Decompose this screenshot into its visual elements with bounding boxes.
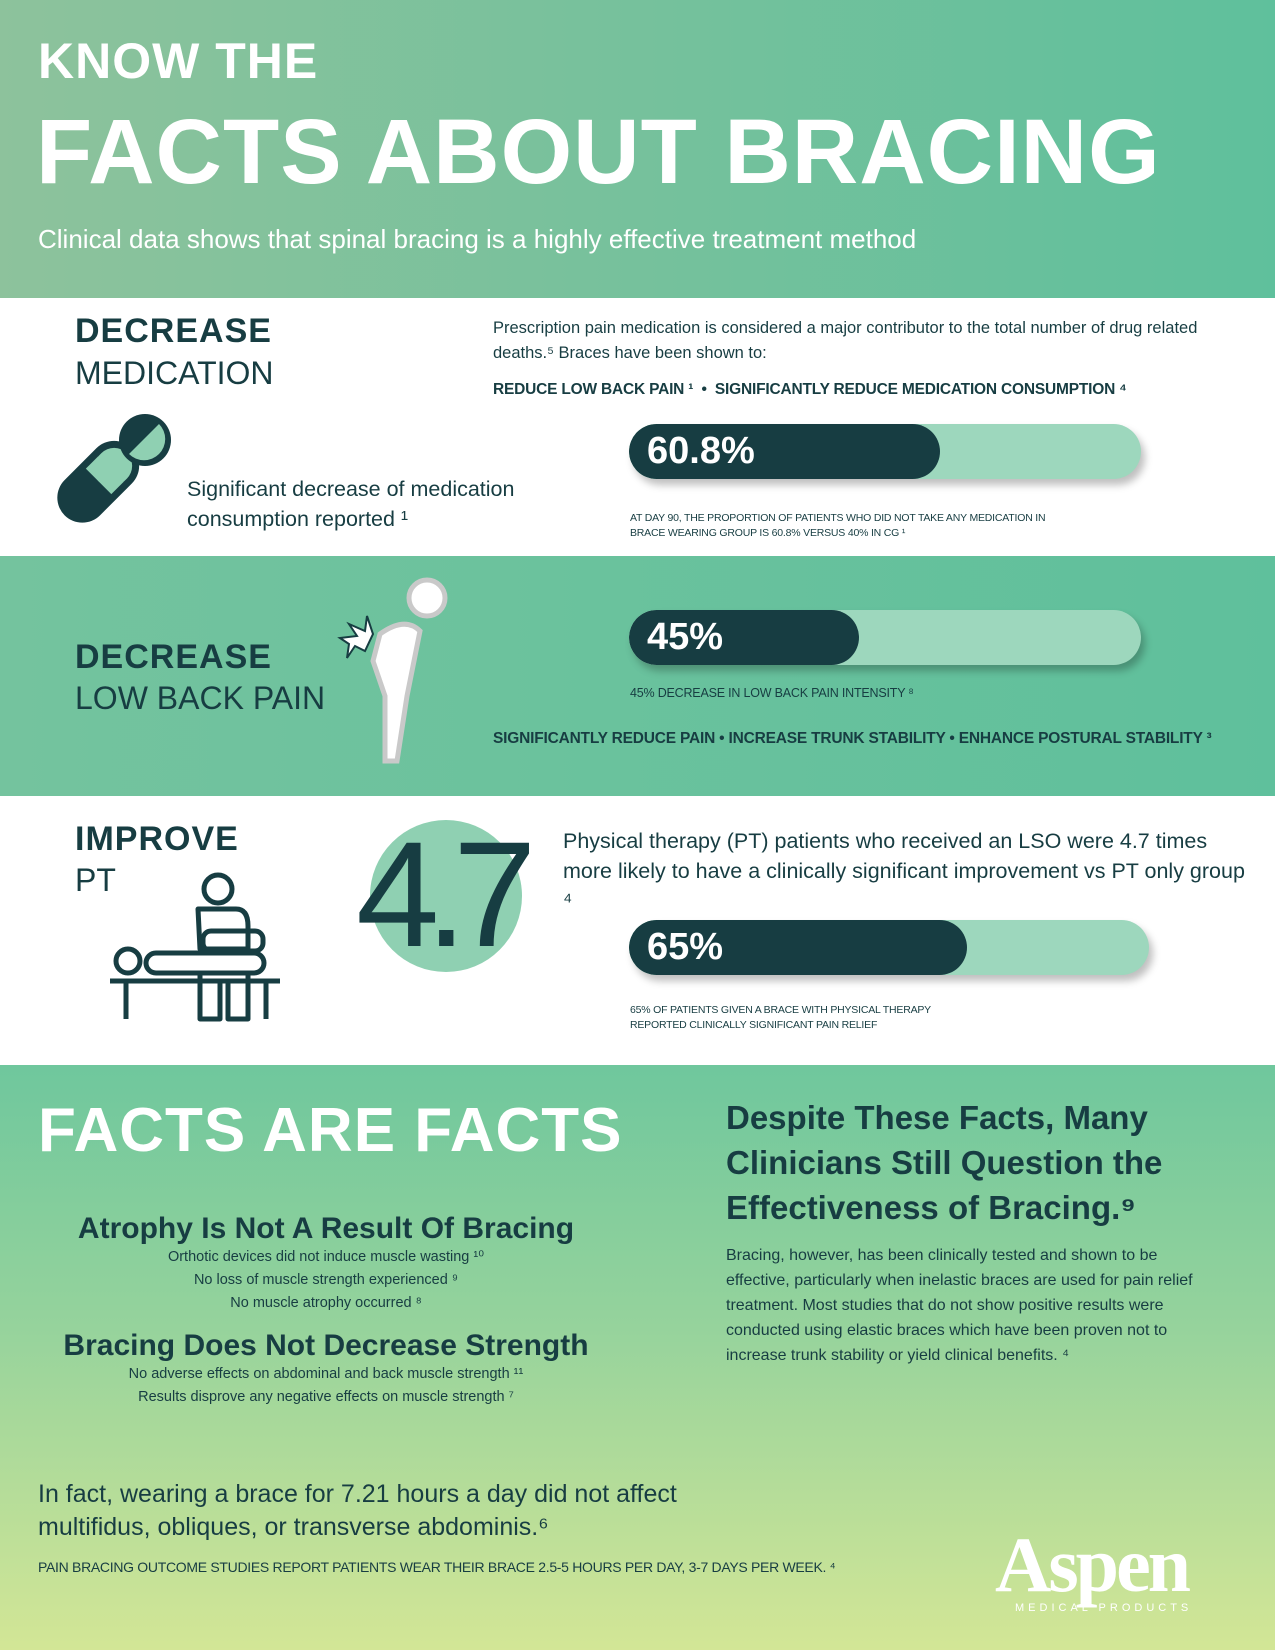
kicker: KNOW THE	[38, 33, 319, 89]
stat-label: 60.8%	[647, 430, 755, 472]
stat-label: 65%	[647, 926, 724, 968]
benefits: SIGNIFICANTLY REDUCE PAIN • INCREASE TRU…	[493, 730, 1212, 747]
stat-bar: 65%	[629, 920, 1149, 975]
group-item: No muscle atrophy occurred ⁸	[230, 1295, 422, 1311]
title: FACTS ABOUT BRACING	[36, 101, 1161, 203]
footnote: PAIN BRACING OUTCOME STUDIES REPORT PATI…	[38, 1559, 836, 1575]
logo-tagline: MEDICAL PRODUCTS	[1015, 1602, 1193, 1614]
stat-note: AT DAY 90, THE PROPORTION OF PATIENTS WH…	[630, 512, 1046, 539]
logo-name: Aspen	[995, 1521, 1191, 1608]
stat-bar-fill	[629, 424, 941, 479]
big-number: 4.7	[356, 810, 536, 978]
subtitle: Clinical data shows that spinal bracing …	[38, 224, 917, 254]
section-pt: IMPROVE PT 4.7 Physical therapy (PT) pat…	[0, 796, 1275, 1065]
section-subheading: LOW BACK PAIN	[75, 680, 326, 716]
callout-body: Bracing, however, has been clinically te…	[726, 1247, 1193, 1364]
section-heading: IMPROVE	[75, 820, 239, 858]
section-intro: Physical therapy (PT) patients who recei…	[563, 829, 1245, 913]
section-subheading: MEDICATION	[75, 355, 274, 391]
stat-bar-fill	[629, 610, 860, 665]
stat-label: 45%	[647, 616, 724, 658]
section-back-pain: DECREASE LOW BACK PAIN 45% 45% DECREASE …	[0, 556, 1275, 796]
therapy-icon	[110, 872, 280, 1022]
section-medication: DECREASE MEDICATION Prescription pain me…	[0, 298, 1275, 556]
facts-section: FACTS ARE FACTS Atrophy Is Not A Result …	[0, 1065, 1275, 1650]
section-intro: Prescription pain medication is consider…	[493, 319, 1198, 362]
fact-groups: Atrophy Is Not A Result Of Bracing Orthot…	[6, 1212, 646, 1409]
facts-title: FACTS ARE FACTS	[38, 1096, 623, 1165]
group-item: No loss of muscle strength experienced ⁹	[193, 1272, 459, 1288]
benefits: REDUCE LOW BACK PAIN ¹ • SIGNIFICANTLY R…	[493, 381, 1127, 398]
stat-note: 45% DECREASE IN LOW BACK PAIN INTENSITY …	[630, 686, 914, 700]
icon-caption: Significant decrease of medication consu…	[187, 477, 515, 531]
section-subheading: PT	[75, 862, 116, 898]
group-heading: Bracing Does Not Decrease Strength	[63, 1329, 589, 1362]
section-heading: DECREASE	[75, 638, 272, 676]
stat-bar: 60.8%	[629, 424, 1141, 479]
group-heading: Atrophy Is Not A Result Of Bracing	[77, 1212, 575, 1245]
group-item: No adverse effects on abdominal and back…	[128, 1366, 524, 1382]
group-item: Results disprove any negative effects on…	[138, 1389, 514, 1405]
highlight-circle	[370, 820, 522, 972]
closing: In fact, wearing a brace for 7.21 hours …	[38, 1480, 677, 1541]
section-heading: DECREASE	[75, 312, 272, 350]
back-pain-icon	[337, 577, 448, 764]
stat-bar: 45%	[629, 610, 1141, 665]
pill-icon	[57, 414, 171, 523]
stat-note: 65% OF PATIENTS GIVEN A BRACE WITH PHYSI…	[630, 1004, 931, 1031]
stat-bar-fill	[629, 920, 967, 975]
header: KNOW THE FACTS ABOUT BRACING Clinical da…	[0, 0, 1275, 298]
group-item: Orthotic devices did not induce muscle w…	[167, 1249, 485, 1265]
callout-title: Despite These Facts, Many Clinicians Sti…	[726, 1099, 1163, 1226]
